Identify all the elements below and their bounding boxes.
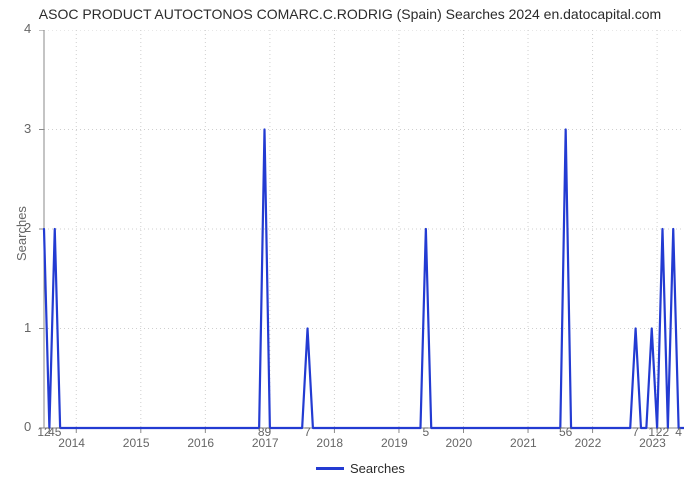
legend-label: Searches <box>350 461 405 476</box>
y-axis-tick-label: 4 <box>24 21 31 36</box>
data-point-label: 45 <box>45 425 65 439</box>
legend: Searches <box>316 460 405 476</box>
plot-area <box>44 30 684 428</box>
legend-swatch <box>316 467 344 470</box>
x-axis-year-label: 2019 <box>381 436 408 450</box>
y-axis-tick-label: 2 <box>24 220 31 235</box>
x-axis-year-label: 2018 <box>316 436 343 450</box>
data-point-label: 56 <box>556 425 576 439</box>
chart-title: ASOC PRODUCT AUTOCTONOS COMARC.C.RODRIG … <box>0 6 700 22</box>
data-point-label: 5 <box>416 425 436 439</box>
data-point-label: 4 <box>669 425 689 439</box>
x-axis-year-label: 2015 <box>123 436 150 450</box>
chart-svg <box>38 30 684 434</box>
y-axis-tick-label: 0 <box>24 419 31 434</box>
x-axis-year-label: 2016 <box>187 436 214 450</box>
y-axis-tick-label: 1 <box>24 320 31 335</box>
data-point-label: 7 <box>298 425 318 439</box>
y-axis-tick-label: 3 <box>24 121 31 136</box>
x-axis-year-label: 2021 <box>510 436 537 450</box>
data-point-label: 89 <box>255 425 275 439</box>
x-axis-year-label: 2020 <box>445 436 472 450</box>
x-axis-year-label: 2022 <box>575 436 602 450</box>
